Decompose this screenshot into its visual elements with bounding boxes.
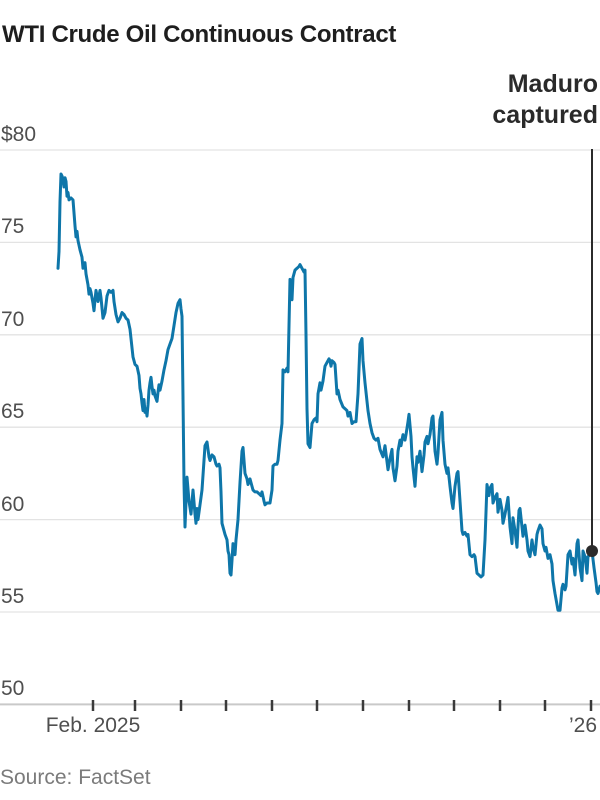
y-axis-label: 70	[1, 307, 25, 331]
y-axis-label: 65	[1, 400, 25, 424]
annotation-line-2: captured	[492, 101, 598, 129]
annotation-line-1: Maduro	[507, 70, 598, 98]
source-credit: Source: FactSet	[0, 766, 151, 789]
price-line	[56, 172, 600, 612]
x-axis-label: ’26	[568, 714, 598, 737]
y-axis-label: $80	[1, 123, 37, 146]
annotation-event-dot	[586, 545, 598, 558]
y-axis-label: 50	[1, 677, 25, 701]
annotation-label: Maduro captured	[492, 69, 598, 131]
y-axis-label: 55	[1, 585, 25, 608]
y-axis-label: 75	[1, 215, 25, 239]
x-axis-label: Feb. 2025	[45, 714, 141, 737]
chart-title: WTI Crude Oil Continuous Contract	[2, 21, 397, 49]
y-axis-label: 60	[1, 492, 25, 516]
